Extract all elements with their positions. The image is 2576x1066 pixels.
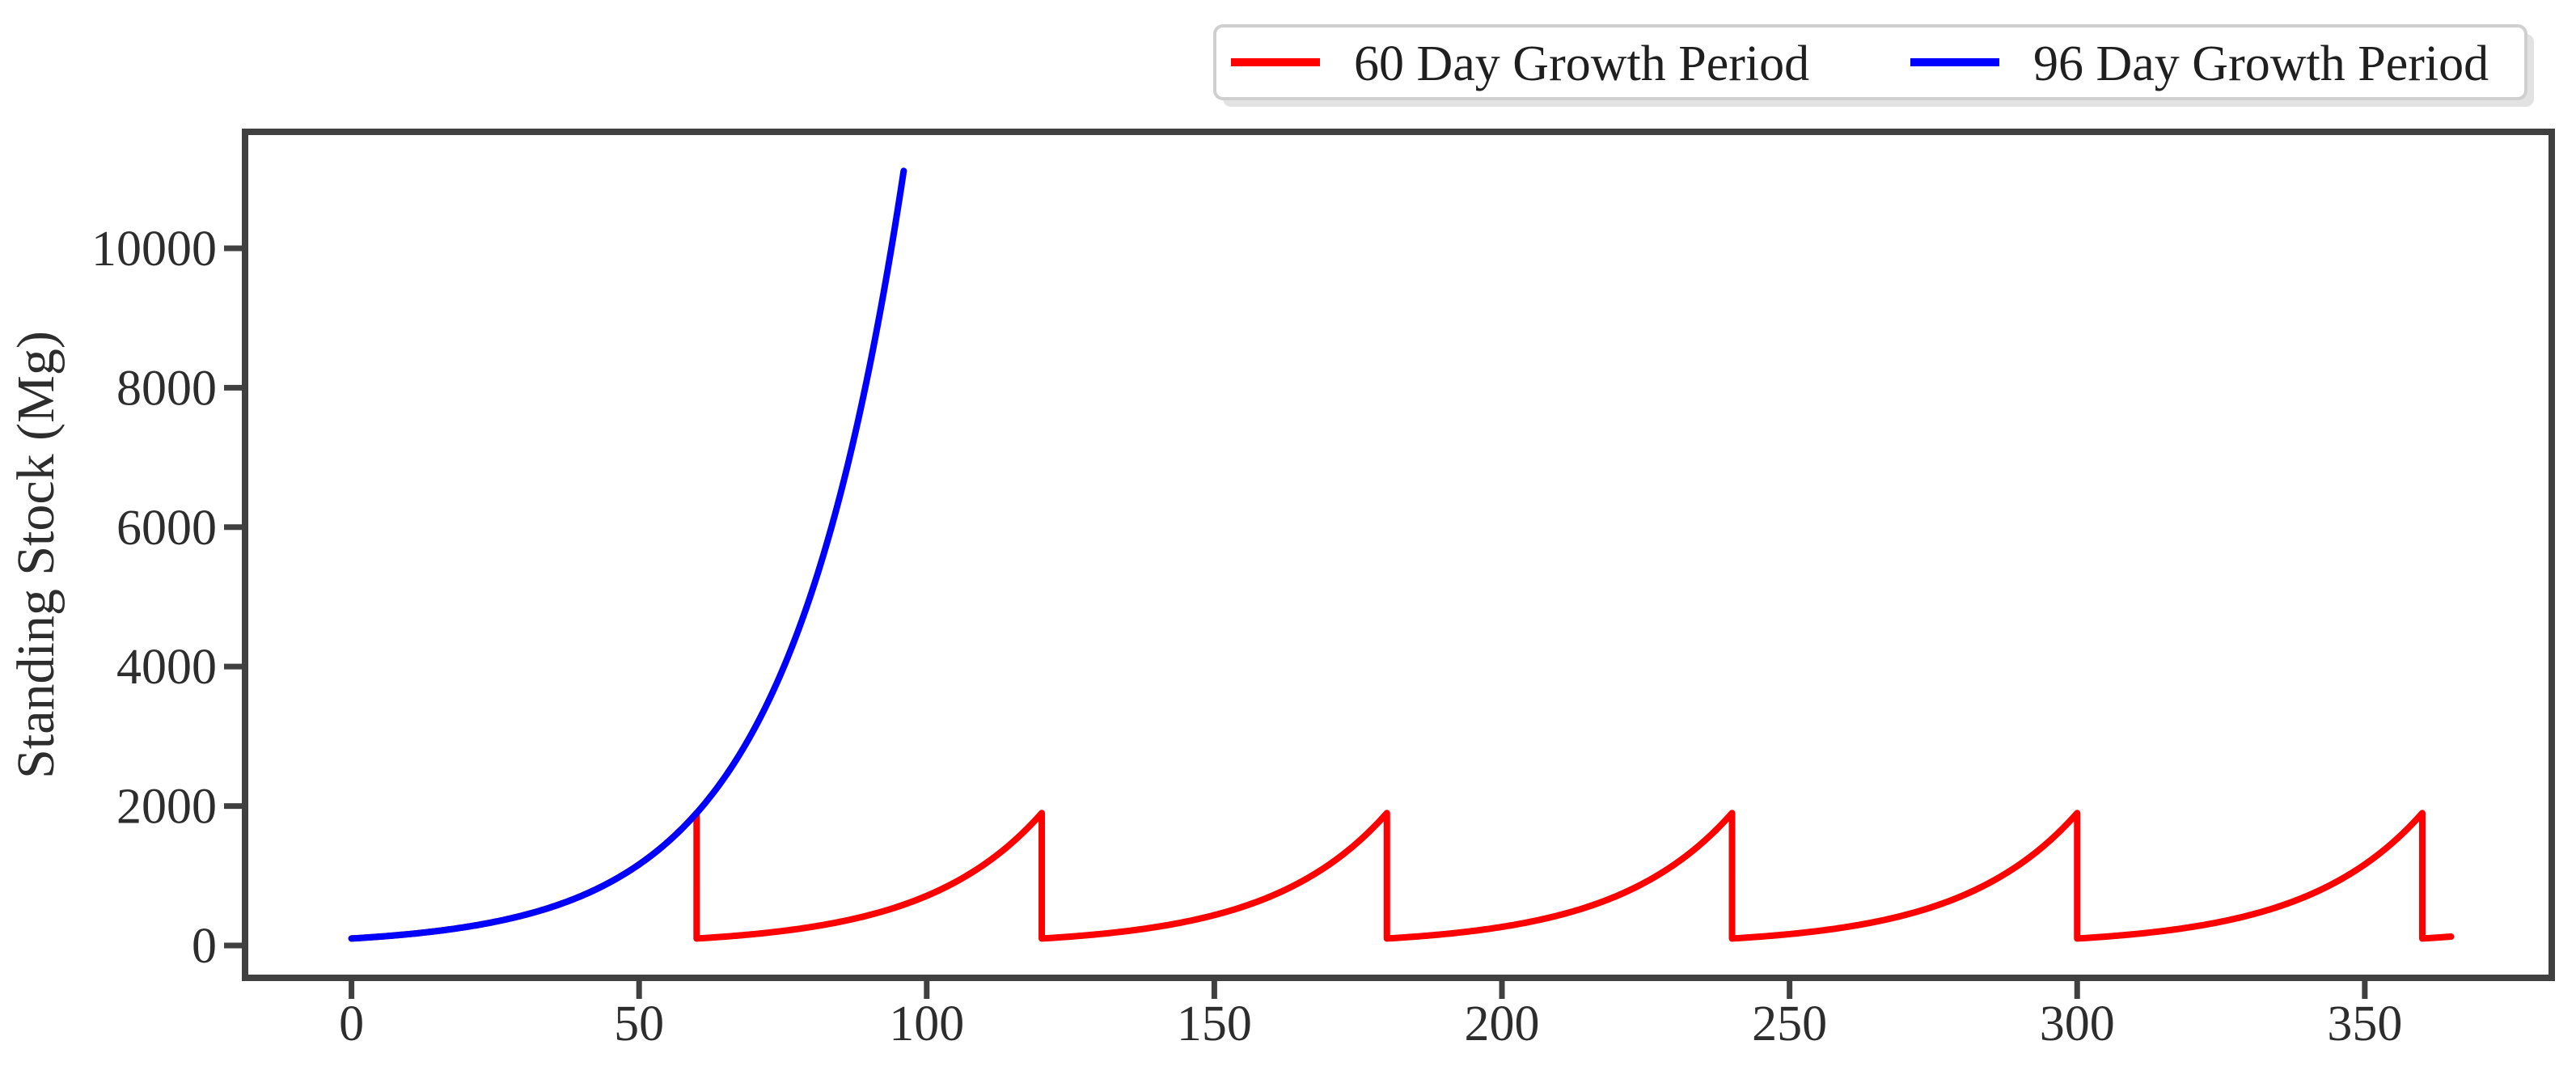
x-tick-label-150: 150: [1177, 996, 1252, 1051]
legend-box: [1213, 24, 2527, 100]
y-axis-label: Standing Stock (Mg): [6, 331, 66, 779]
series-lines: [348, 167, 2455, 942]
x-axis: 0 50 100 150 200 250 300 350: [339, 981, 2402, 1051]
x-tick-label-50: 50: [614, 996, 664, 1051]
y-tick-label-8000: 8000: [116, 361, 217, 416]
legend-item-60-day: 60 Day Growth Period: [1231, 36, 1809, 91]
y-tick-label-2000: 2000: [116, 780, 217, 835]
legend: 60 Day Growth Period 96 Day Growth Perio…: [1213, 24, 2534, 107]
x-tick-label-0: 0: [339, 996, 364, 1051]
legend-label-96-day: 96 Day Growth Period: [2033, 36, 2489, 91]
y-axis: 0 2000 4000 6000 8000 10000: [91, 222, 242, 974]
60-day-growth-period-line: [348, 810, 2455, 942]
x-tick-label-350: 350: [2327, 996, 2402, 1051]
plot-border: [242, 129, 2555, 981]
y-tick-label-6000: 6000: [116, 501, 217, 556]
x-tick-label-100: 100: [889, 996, 964, 1051]
96-day-growth-period-line: [348, 167, 907, 942]
x-tick-label-250: 250: [1752, 996, 1827, 1051]
legend-label-60-day: 60 Day Growth Period: [1354, 36, 1809, 91]
plot-area: [242, 129, 2555, 981]
x-tick-label-300: 300: [2040, 996, 2115, 1051]
legend-item-96-day: 96 Day Growth Period: [1910, 36, 2489, 91]
y-tick-label-10000: 10000: [91, 222, 217, 277]
y-tick-label-4000: 4000: [116, 640, 217, 695]
x-tick-label-200: 200: [1465, 996, 1540, 1051]
y-tick-label-0: 0: [192, 919, 217, 974]
